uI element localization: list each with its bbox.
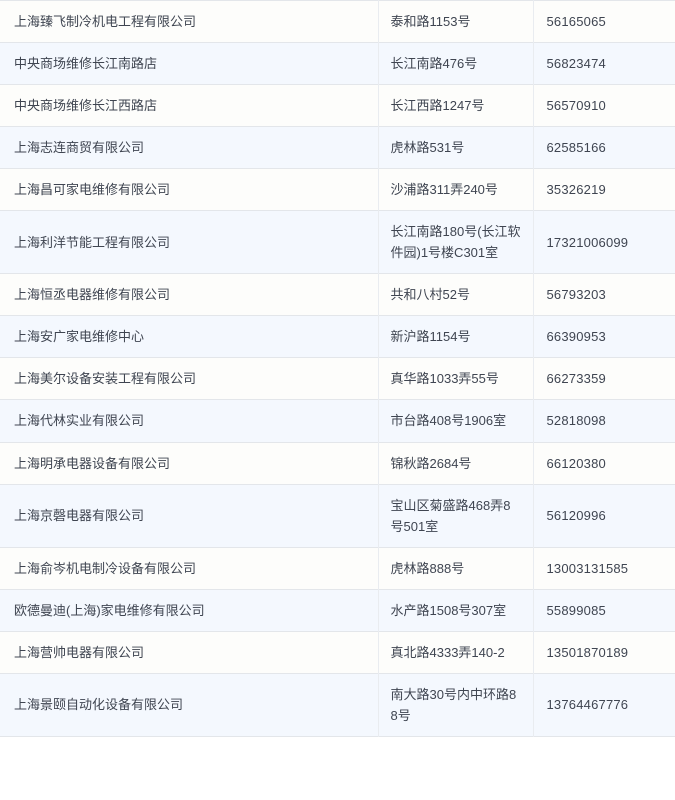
company-address-cell: 长江南路476号 (377, 42, 534, 85)
company-address-cell: 市台路408号1906室 (377, 399, 534, 443)
company-address-cell: 宝山区菊盛路468弄8号501室 (377, 484, 534, 548)
company-name-cell: 上海安广家电维修中心 (0, 315, 379, 358)
company-phone-cell: 56570910 (532, 84, 675, 127)
company-phone-cell: 66390953 (532, 315, 675, 358)
company-address-cell: 共和八村52号 (377, 273, 534, 316)
company-address-cell: 虎林路888号 (377, 547, 534, 590)
company-address-cell: 长江西路1247号 (377, 84, 534, 127)
table-row: 上海京磬电器有限公司 宝山区菊盛路468弄8号501室 56120996 (0, 484, 675, 548)
table-row: 上海安广家电维修中心 新沪路1154号 66390953 (0, 315, 675, 358)
company-phone-cell: 56120996 (532, 484, 675, 548)
company-name-cell: 上海俞岑机电制冷设备有限公司 (0, 547, 379, 590)
table-row: 上海昌可家电维修有限公司 沙浦路311弄240号 35326219 (0, 168, 675, 211)
company-name-cell: 上海臻飞制冷机电工程有限公司 (0, 0, 379, 43)
table-row: 中央商场维修长江南路店 长江南路476号 56823474 (0, 42, 675, 85)
table-row: 上海利洋节能工程有限公司 长江南路180号(长江软件园)1号楼C301室 17321… (0, 210, 675, 274)
table-row: 上海恒丞电器维修有限公司 共和八村52号 56793203 (0, 273, 675, 316)
table-row: 上海志连商贸有限公司 虎林路531号 62585166 (0, 126, 675, 169)
company-name-cell: 上海代林实业有限公司 (0, 399, 379, 443)
company-name-cell: 欧德曼迪(上海)家电维修有限公司 (0, 589, 379, 632)
company-address-cell: 锦秋路2684号 (377, 442, 534, 485)
company-name-cell: 上海明承电器设备有限公司 (0, 442, 379, 485)
company-address-cell: 水产路1508号307室 (377, 589, 534, 632)
company-phone-cell: 66273359 (532, 357, 675, 400)
company-address-cell: 沙浦路311弄240号 (377, 168, 534, 211)
company-phone-cell: 13764467776 (532, 673, 675, 737)
table-row: 中央商场维修长江西路店 长江西路1247号 56570910 (0, 84, 675, 127)
company-name-cell: 上海京磬电器有限公司 (0, 484, 379, 548)
company-name-cell: 上海昌可家电维修有限公司 (0, 168, 379, 211)
company-phone-cell: 56823474 (532, 42, 675, 85)
table-row: 上海美尔设备安装工程有限公司 真华路1033弄55号 66273359 (0, 357, 675, 400)
company-phone-cell: 55899085 (532, 589, 675, 632)
table-row: 上海景颐自动化设备有限公司 南大路30号内中环路88号 13764467776 (0, 673, 675, 737)
company-address-cell: 真华路1033弄55号 (377, 357, 534, 400)
table-row: 上海臻飞制冷机电工程有限公司 泰和路1153号 56165065 (0, 0, 675, 43)
company-name-cell: 上海利洋节能工程有限公司 (0, 210, 379, 274)
company-phone-cell: 56793203 (532, 273, 675, 316)
company-name-cell: 中央商场维修长江西路店 (0, 84, 379, 127)
table-row: 上海明承电器设备有限公司 锦秋路2684号 66120380 (0, 442, 675, 485)
company-directory-table: 上海臻飞制冷机电工程有限公司 泰和路1153号 56165065 中央商场维修长江南路… (0, 0, 675, 737)
company-phone-cell: 17321006099 (532, 210, 675, 274)
company-address-cell: 真北路4333弄140-2 (377, 631, 534, 674)
company-name-cell: 上海恒丞电器维修有限公司 (0, 273, 379, 316)
company-phone-cell: 52818098 (532, 399, 675, 443)
company-name-cell: 上海美尔设备安装工程有限公司 (0, 357, 379, 400)
company-phone-cell: 62585166 (532, 126, 675, 169)
table-row: 欧德曼迪(上海)家电维修有限公司 水产路1508号307室 55899085 (0, 589, 675, 632)
company-phone-cell: 13003131585 (532, 547, 675, 590)
company-phone-cell: 13501870189 (532, 631, 675, 674)
company-name-cell: 上海志连商贸有限公司 (0, 126, 379, 169)
company-phone-cell: 56165065 (532, 0, 675, 43)
company-name-cell: 上海景颐自动化设备有限公司 (0, 673, 379, 737)
table-row: 上海代林实业有限公司 市台路408号1906室 52818098 (0, 399, 675, 443)
table-row: 上海俞岑机电制冷设备有限公司 虎林路888号 13003131585 (0, 547, 675, 590)
table-row: 上海营帅电器有限公司 真北路4333弄140-2 13501870189 (0, 631, 675, 674)
company-address-cell: 南大路30号内中环路88号 (377, 673, 534, 737)
company-name-cell: 中央商场维修长江南路店 (0, 42, 379, 85)
company-phone-cell: 66120380 (532, 442, 675, 485)
company-address-cell: 长江南路180号(长江软件园)1号楼C301室 (377, 210, 534, 274)
company-address-cell: 泰和路1153号 (377, 0, 534, 43)
company-address-cell: 虎林路531号 (377, 126, 534, 169)
company-name-cell: 上海营帅电器有限公司 (0, 631, 379, 674)
directory-table-body: 上海臻飞制冷机电工程有限公司 泰和路1153号 56165065 中央商场维修长江南路… (0, 0, 675, 737)
company-address-cell: 新沪路1154号 (377, 315, 534, 358)
company-phone-cell: 35326219 (532, 168, 675, 211)
